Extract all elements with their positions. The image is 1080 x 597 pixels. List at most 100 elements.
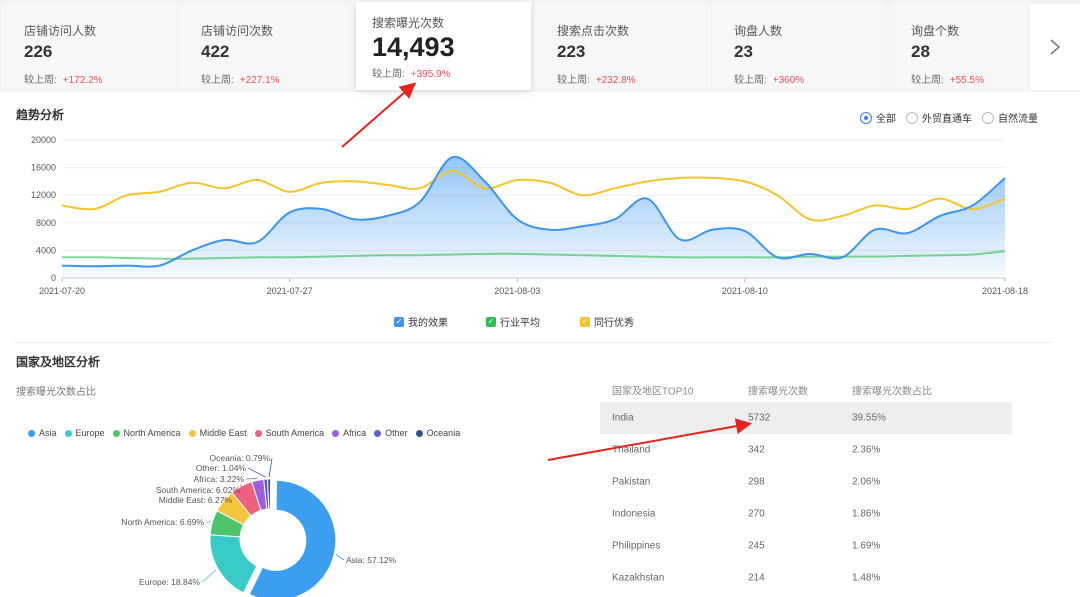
radio-dot-icon: [860, 111, 872, 124]
legend-my-performance[interactable]: ✓ 我的效果: [394, 314, 448, 329]
cell-pct: 2.06%: [852, 476, 881, 488]
pie-legend-item[interactable]: North America: [112, 428, 181, 438]
cell-pct: 1.48%: [852, 572, 881, 584]
kpi-compare: 较上周: +227.1%: [201, 71, 280, 86]
kpi-value: 23: [734, 42, 753, 61]
filter-paid-radio[interactable]: 外贸直通车: [906, 110, 972, 125]
pie-legend-item[interactable]: Other: [374, 428, 408, 438]
legend-industry-average[interactable]: ✓ 行业平均: [486, 314, 540, 329]
pie-legend-item[interactable]: Asia: [28, 428, 57, 438]
section-divider: [14, 342, 1052, 343]
cell-pct: 2.36%: [852, 444, 881, 456]
kpi-delta: +360%: [772, 75, 805, 86]
cell-count: 5732: [748, 412, 771, 424]
slice-leader-line: [335, 554, 345, 561]
cell-country: Kazakhstan: [612, 572, 665, 584]
pie-slice-europe[interactable]: [209, 534, 258, 594]
table-row[interactable]: Indonesia 270 1.86%: [600, 498, 1012, 530]
kpi-compare-label: 较上周:: [24, 75, 57, 86]
slice-label: Africa: 3.22%: [193, 474, 244, 484]
cell-country: Philippines: [612, 540, 661, 552]
legend-label: 同行优秀: [594, 318, 634, 329]
table-row[interactable]: India 5732 39.55%: [600, 402, 1012, 434]
kpi-compare-label: 较上周:: [557, 75, 590, 86]
legend-swatch-icon: [28, 429, 35, 437]
kpi-label: 搜索曝光次数: [372, 16, 445, 30]
pie-legend-item[interactable]: South America: [254, 428, 324, 438]
cell-count: 342: [748, 444, 765, 456]
cell-count: 245: [748, 540, 765, 552]
pie-slice-asia[interactable]: [248, 479, 337, 597]
kpi-value: 226: [24, 42, 53, 61]
kpi-delta: +227.1%: [239, 75, 280, 86]
chevron-right-icon: [1050, 39, 1061, 55]
series-line-my-performance[interactable]: [61, 155, 1006, 268]
legend-label: Middle East: [199, 428, 247, 438]
cell-country: Pakistan: [612, 476, 651, 488]
legend-swatch-icon: [254, 429, 262, 437]
pie-slice-oceania[interactable]: [267, 478, 272, 510]
slice-label: Europe: 18.84%: [139, 577, 200, 587]
kpi-row: 店铺访问人数 226 较上周: +172.2% 店铺访问次数 422 较上周: +2…: [0, 0, 1080, 92]
kpi-label: 店铺访问人数: [24, 24, 97, 38]
kpi-card-store-visitors[interactable]: 店铺访问人数 226 较上周: +172.2%: [2, 4, 177, 90]
kpi-card-inquiry-people[interactable]: 询盘人数 23 较上周: +360%: [712, 4, 887, 90]
kpi-compare: 较上周: +55.5%: [911, 71, 984, 86]
slice-leader-line: [201, 569, 217, 583]
slice-label: Oceania: 0.79%: [210, 453, 271, 463]
next-kpi-button[interactable]: [1030, 4, 1080, 90]
kpi-delta: +172.2%: [62, 75, 103, 86]
pie-legend-item[interactable]: Middle East: [188, 428, 247, 438]
cell-country: Indonesia: [612, 508, 656, 520]
radio-dot-icon: [906, 111, 918, 124]
x-tick-label: 2021-08-18: [982, 286, 1028, 296]
legend-label: 我的效果: [408, 318, 448, 329]
kpi-value: 223: [557, 42, 586, 61]
trend-legend: ✓ 我的效果 ✓ 行业平均 ✓ 同行优秀: [0, 314, 1080, 330]
legend-label: Europe: [75, 428, 105, 438]
pie-legend-item[interactable]: Oceania: [415, 428, 460, 438]
table-header: 国家及地区TOP10 搜索曝光次数 搜索曝光次数占比: [600, 378, 1012, 402]
kpi-value: 14,493: [372, 32, 455, 62]
filter-label: 自然流量: [998, 114, 1038, 125]
table-row[interactable]: Thailand 342 2.36%: [600, 434, 1012, 466]
legend-peer-excellent[interactable]: ✓ 同行优秀: [580, 314, 634, 329]
kpi-compare-label: 较上周:: [734, 75, 767, 86]
region-table: 国家及地区TOP10 搜索曝光次数 搜索曝光次数占比 India 5732 39…: [600, 378, 1012, 594]
kpi-delta: +232.8%: [595, 75, 636, 86]
cell-pct: 39.55%: [852, 412, 886, 424]
series-area-my-performance: [62, 156, 1005, 278]
kpi-delta: +395.9%: [410, 69, 451, 80]
legend-swatch-icon: [112, 429, 120, 437]
pie-legend-item[interactable]: Africa: [332, 428, 366, 438]
legend-label: 行业平均: [500, 318, 540, 329]
table-row[interactable]: Kazakhstan 214 1.48%: [600, 562, 1012, 594]
kpi-compare: 较上周: +172.2%: [24, 71, 103, 86]
legend-swatch-icon: [188, 429, 196, 437]
filter-all-radio[interactable]: 全部: [860, 110, 896, 125]
pie-legend-item[interactable]: Europe: [64, 428, 105, 438]
table-row[interactable]: Philippines 245 1.69%: [600, 530, 1012, 562]
kpi-card-search-impressions[interactable]: 搜索曝光次数 14,493 较上周: +395.9%: [356, 2, 531, 90]
y-tick-label: 12000: [31, 190, 56, 200]
kpi-card-store-visits[interactable]: 店铺访问次数 422 较上周: +227.1%: [179, 4, 354, 90]
series-line-peer-excellent[interactable]: [61, 170, 1006, 222]
cell-pct: 1.69%: [852, 540, 881, 552]
cell-count: 298: [748, 476, 765, 488]
radio-dot-icon: [982, 111, 994, 124]
filter-organic-radio[interactable]: 自然流量: [982, 110, 1038, 125]
x-tick-label: 2021-07-27: [267, 286, 313, 296]
kpi-card-inquiry-count[interactable]: 询盘个数 28 较上周: +55.5%: [889, 4, 1027, 90]
x-tick-label: 2021-08-03: [494, 286, 540, 296]
y-tick-label: 4000: [36, 245, 56, 255]
kpi-card-search-clicks[interactable]: 搜索点击次数 223 较上周: +232.8%: [535, 4, 710, 90]
slice-label: North America: 6.69%: [121, 517, 204, 527]
legend-label: Asia: [39, 428, 57, 438]
table-row[interactable]: Pakistan 298 2.06%: [600, 466, 1012, 498]
kpi-compare: 较上周: +232.8%: [557, 71, 636, 86]
legend-label: Africa: [343, 428, 367, 438]
legend-label: Other: [385, 428, 408, 438]
region-section-title: 国家及地区分析: [16, 355, 101, 369]
legend-swatch-icon: [415, 429, 423, 437]
